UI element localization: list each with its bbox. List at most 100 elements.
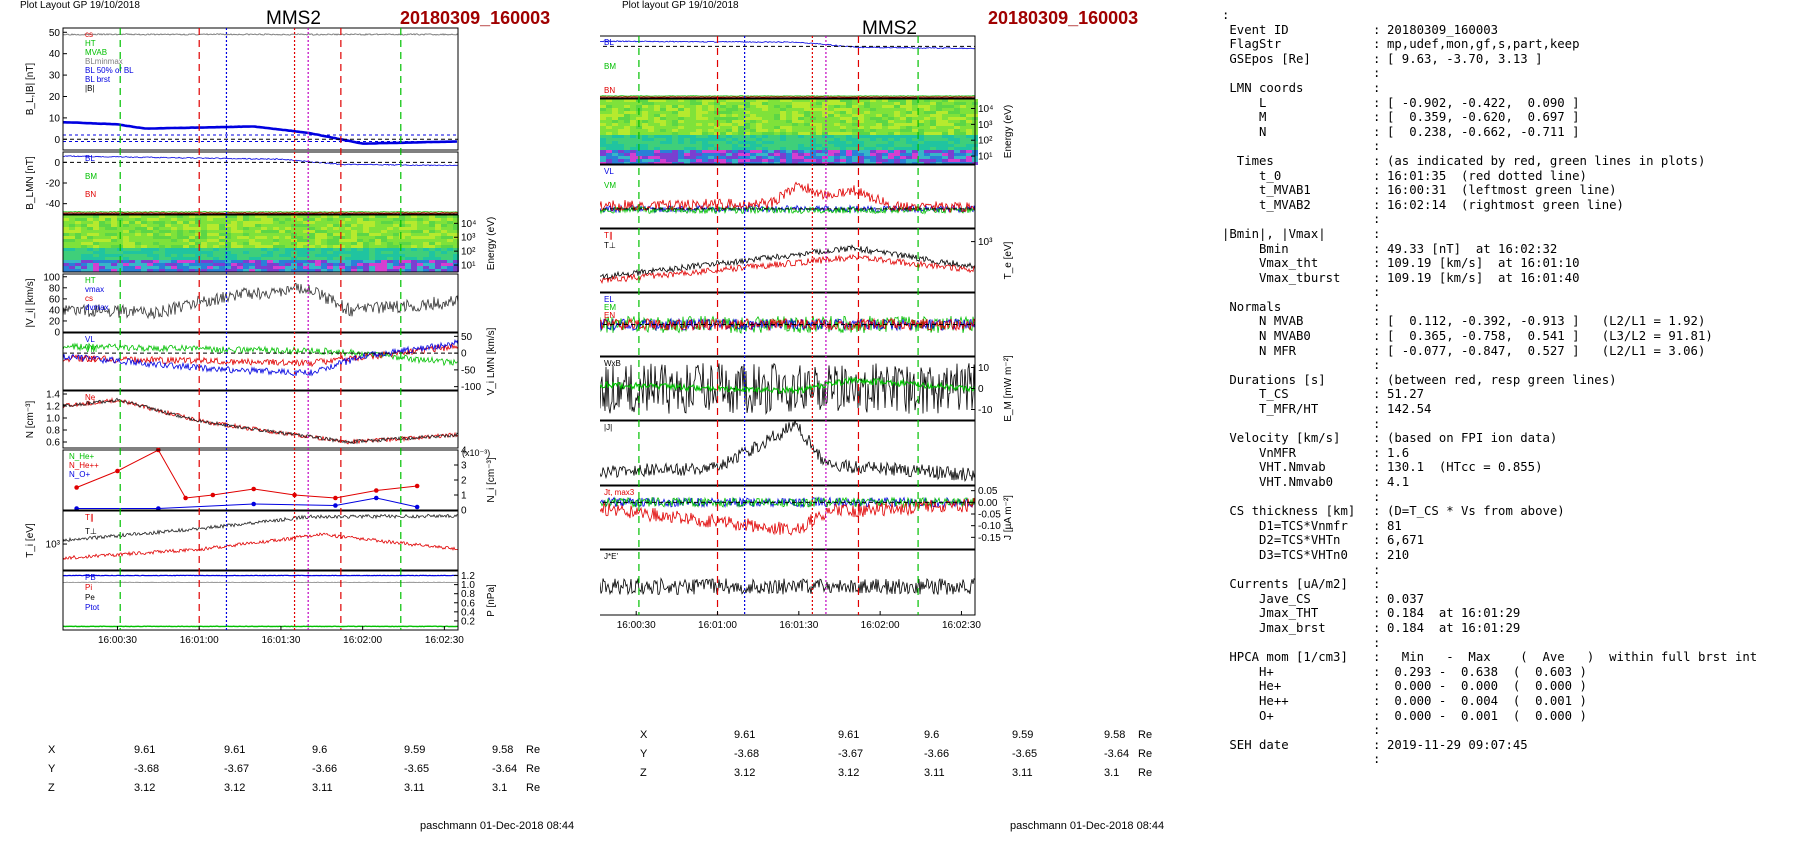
spectrogram-cell [714,126,720,129]
spectrogram-cell [327,242,333,245]
spectrogram-cell [948,144,954,147]
spectrogram-cell [375,218,381,221]
spectrogram-cell [93,239,99,242]
spectrogram-cell [768,147,774,150]
spectrogram-cell [63,254,69,257]
spectrogram-cell [255,245,261,248]
spectrogram-cell [786,159,792,162]
spectrogram-cell [363,248,369,251]
spectrogram-cell [75,248,81,251]
spectrogram-cell [936,138,942,141]
spectrogram-cell [924,156,930,159]
spectrogram-cell [846,117,852,120]
spectrogram-cell [612,156,618,159]
spectrogram-cell [309,227,315,230]
spectrogram-cell [357,236,363,239]
spectrogram-cell [906,144,912,147]
spectrogram-cell [339,242,345,245]
spectrogram-cell [690,117,696,120]
spectrogram-cell [696,132,702,135]
spectrogram-cell [600,138,606,141]
spectrogram-cell [600,120,606,123]
spectrogram-cell [261,251,267,254]
spectrogram-cell [702,102,708,105]
y-tick-label: 40 [49,49,61,60]
spectrogram-cell [834,126,840,129]
spectrogram-cell [219,227,225,230]
spectrogram-cell [924,114,930,117]
info-line: Normals: [1222,300,1757,315]
spectrogram-cell [852,144,858,147]
spectrogram-cell [960,156,966,159]
spectrogram-cell [960,132,966,135]
spectrogram-cell [882,126,888,129]
spectrogram-cell [249,230,255,233]
spectrogram-cell [165,251,171,254]
spectrogram-cell [279,257,285,260]
spectrogram-cell [171,245,177,248]
spectrogram-cell [708,147,714,150]
spectrogram-cell [870,144,876,147]
data-point [210,492,216,498]
spectrogram-cell [828,147,834,150]
legend-entry: Pi [85,583,92,592]
spectrogram-cell [231,236,237,239]
spectrogram-cell [303,233,309,236]
spectrogram-cell [702,138,708,141]
spectrogram-cell [315,269,321,272]
spectrogram-cell [393,245,399,248]
spectrogram-cell [864,132,870,135]
spectrogram-cell [237,221,243,224]
spectrogram-cell [261,224,267,227]
spectrogram-cell [195,218,201,221]
spectrogram-cell [924,111,930,114]
spectrogram-cell [381,266,387,269]
spectrogram-cell [81,242,87,245]
spectrogram-cell [930,156,936,159]
spectrogram-cell [960,141,966,144]
spectrogram-cell [852,150,858,153]
info-value: [ 0.365, -0.758, 0.541 ] (L3/L2 = 91.81) [1387,329,1713,344]
spectrogram-cell [303,263,309,266]
spectrogram-cell [249,266,255,269]
spectrogram-cell [816,117,822,120]
spectrogram-cell [798,114,804,117]
spectrogram-cell [726,99,732,102]
spectrogram-cell [738,111,744,114]
spectrogram-cell [429,215,435,218]
spectrogram-cell [123,242,129,245]
spectrogram-cell [738,147,744,150]
spectrogram-cell [231,269,237,272]
spectrogram-cell [309,263,315,266]
spectrogram-cell [654,102,660,105]
spectrogram-cell [177,260,183,263]
spectrogram-cell [213,257,219,260]
spectrogram-cell [666,102,672,105]
spectrogram-cell [864,126,870,129]
spectrogram-cell [309,224,315,227]
spectrogram-cell [870,123,876,126]
spectrogram-cell [225,239,231,242]
spectrogram-cell [417,269,423,272]
spectrogram-cell [369,221,375,224]
spectrogram-cell [117,254,123,257]
legend-entry: HT [85,39,96,48]
spectrogram-cell [177,215,183,218]
spectrogram-cell [630,159,636,162]
legend-entry: HT [85,276,96,285]
spectrogram-cell [411,251,417,254]
spectrogram-cell [630,126,636,129]
spectrogram-cell [87,215,93,218]
spectrogram-cell [816,147,822,150]
spectrogram-cell [231,245,237,248]
spectrogram-cell [75,221,81,224]
info-key [1222,212,1373,227]
spectrogram-cell [417,257,423,260]
spectrogram-cell [357,248,363,251]
spectrogram-cell [924,147,930,150]
spectrogram-cell [399,266,405,269]
spectrogram-cell [708,108,714,111]
spectrogram-cell [768,141,774,144]
spectrogram-cell [876,120,882,123]
spectrogram-cell [351,230,357,233]
